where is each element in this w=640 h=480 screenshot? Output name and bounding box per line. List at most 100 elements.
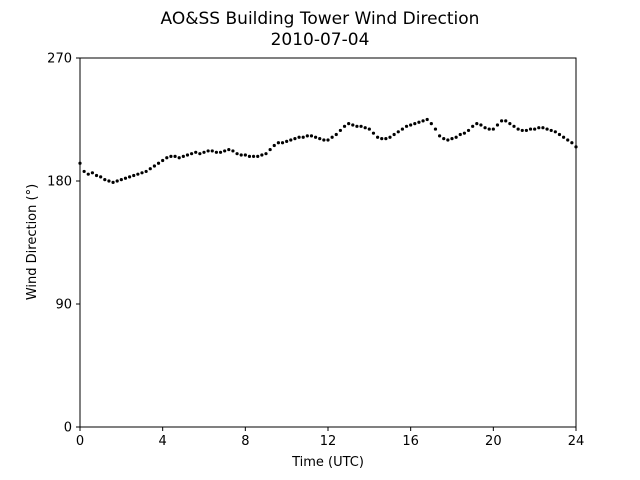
x-tick-label: 12	[320, 434, 337, 449]
data-point	[557, 132, 562, 137]
data-point	[458, 132, 462, 137]
data-point	[347, 122, 351, 126]
data-point	[376, 135, 380, 139]
x-tick-label: 20	[485, 434, 502, 449]
x-tick-label: 16	[402, 434, 419, 449]
data-point	[512, 124, 516, 128]
data-point	[442, 137, 446, 141]
data-point	[388, 135, 392, 139]
data-point	[140, 171, 144, 175]
data-point	[413, 122, 417, 126]
y-tick-label: 270	[47, 52, 72, 67]
data-point	[338, 128, 342, 133]
data-point	[363, 126, 367, 130]
data-point	[508, 122, 512, 126]
data-point	[549, 128, 553, 133]
data-point	[206, 149, 210, 153]
data-point	[462, 131, 466, 135]
data-point	[190, 152, 194, 156]
y-axis-label: Wind Direction (°)	[25, 184, 40, 300]
data-point	[86, 172, 90, 176]
data-point	[218, 150, 223, 154]
data-point	[491, 127, 495, 131]
data-point	[268, 147, 272, 152]
data-point	[231, 149, 235, 153]
chart-subtitle: 2010-07-04	[271, 30, 370, 50]
data-point	[342, 124, 347, 128]
data-point	[239, 153, 243, 157]
data-point	[210, 149, 214, 153]
data-point	[264, 152, 268, 156]
data-point	[194, 150, 198, 154]
y-tick-label: 0	[64, 421, 72, 436]
x-tick-label: 24	[568, 434, 585, 449]
data-point	[111, 180, 115, 184]
data-point	[541, 126, 545, 130]
data-point	[156, 161, 161, 165]
data-point	[152, 164, 156, 168]
data-point	[99, 175, 103, 179]
data-point	[326, 138, 330, 142]
data-point	[524, 128, 529, 133]
data-point	[165, 156, 169, 160]
data-point	[272, 143, 276, 148]
data-point	[128, 175, 132, 179]
data-points	[78, 117, 578, 184]
data-point	[479, 123, 483, 127]
data-point	[392, 132, 396, 137]
data-point	[252, 154, 256, 158]
data-point	[570, 141, 574, 145]
data-point	[425, 117, 429, 122]
chart-title: AO&SS Building Tower Wind Direction	[161, 9, 480, 29]
data-point	[173, 154, 177, 158]
data-point	[256, 154, 260, 158]
data-point	[433, 127, 438, 131]
x-tick-label: 4	[159, 434, 167, 449]
data-point	[384, 137, 388, 141]
data-point	[318, 137, 322, 141]
data-point	[132, 173, 136, 178]
x-axis-label: Time (UTC)	[291, 455, 364, 470]
data-point	[144, 169, 148, 174]
data-point	[553, 130, 557, 134]
data-point	[309, 134, 314, 138]
data-point	[446, 138, 450, 142]
data-point	[123, 176, 128, 180]
data-point	[107, 179, 111, 183]
data-point	[533, 127, 537, 131]
data-point	[289, 138, 293, 142]
data-point	[417, 120, 421, 124]
plot-area-frame	[79, 57, 577, 428]
data-point	[367, 127, 371, 131]
data-point	[169, 154, 173, 158]
data-point	[136, 172, 140, 176]
data-point	[119, 178, 123, 182]
data-point	[351, 123, 355, 127]
x-axis-ticks: 0 4 8 12 16 20 24	[76, 427, 584, 449]
data-point	[404, 124, 409, 128]
data-point	[471, 124, 475, 128]
data-point	[537, 126, 541, 130]
data-point	[334, 132, 338, 137]
data-point	[260, 153, 264, 157]
data-point	[181, 154, 185, 158]
data-point	[293, 137, 297, 141]
data-point	[429, 122, 433, 126]
data-point	[243, 153, 247, 157]
data-point	[285, 139, 289, 143]
data-point	[380, 137, 384, 141]
data-point	[276, 141, 280, 145]
data-point	[148, 167, 152, 171]
data-point	[314, 135, 318, 139]
data-point	[520, 128, 524, 133]
x-tick-label: 8	[241, 434, 249, 449]
data-point	[359, 124, 363, 128]
data-point	[94, 173, 99, 178]
data-point	[355, 124, 359, 128]
data-point	[198, 152, 202, 156]
data-point	[214, 150, 218, 154]
data-point	[227, 147, 231, 152]
data-point	[223, 149, 227, 153]
